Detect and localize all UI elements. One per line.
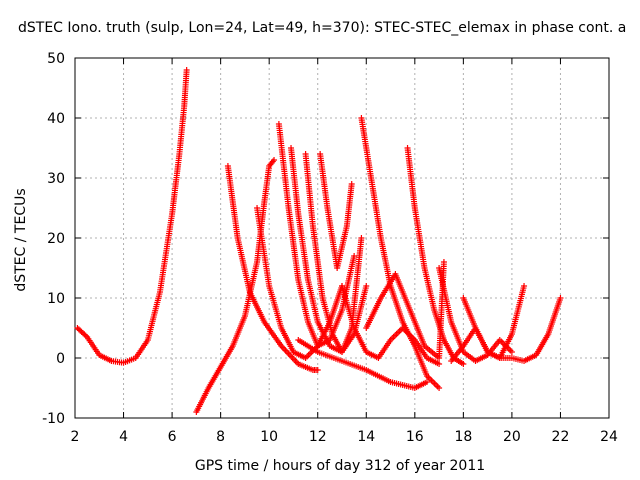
y-tick-label: -10 (42, 411, 65, 427)
x-tick-label: 12 (309, 429, 327, 445)
data-point (436, 361, 443, 367)
series-9 (295, 337, 430, 391)
data-point (363, 283, 370, 289)
series-10 (358, 115, 443, 391)
x-tick-label: 22 (552, 429, 570, 445)
y-tick-label: 50 (47, 51, 65, 67)
series-3 (224, 163, 321, 373)
series-11 (339, 283, 443, 367)
chart-title: dSTEC Iono. truth (sulp, Lon=24, Lat=49,… (18, 20, 627, 36)
data-point (423, 379, 430, 385)
data-point (557, 295, 564, 301)
y-tick-label: 40 (47, 111, 65, 127)
series-13 (363, 259, 447, 361)
x-tick-label: 18 (454, 429, 472, 445)
data-point (358, 235, 365, 241)
data-point (440, 259, 447, 265)
data-point (348, 181, 355, 187)
y-tick-label: 0 (56, 351, 65, 367)
data-series (74, 67, 564, 415)
data-point (314, 367, 321, 373)
series-6 (288, 145, 370, 355)
x-tick-label: 4 (119, 429, 128, 445)
x-tick-label: 16 (406, 429, 424, 445)
x-axis-label: GPS time / hours of day 312 of year 2011 (194, 458, 486, 474)
x-tick-label: 10 (260, 429, 278, 445)
data-point (351, 253, 358, 259)
x-tick-label: 6 (168, 429, 177, 445)
data-point (271, 157, 278, 163)
data-point (82, 332, 89, 339)
x-tick-label: 20 (503, 429, 521, 445)
data-point (521, 283, 528, 289)
x-tick-label: 8 (216, 429, 225, 445)
x-tick-label: 24 (600, 429, 618, 445)
series-8 (317, 151, 355, 271)
y-tick-label: 10 (47, 291, 65, 307)
x-tick-label: 14 (357, 429, 375, 445)
data-point (183, 67, 190, 73)
data-point (460, 361, 467, 367)
y-tick-label: 30 (47, 171, 65, 187)
series-16 (460, 295, 564, 364)
y-tick-label: 20 (47, 231, 65, 247)
x-tick-label: 2 (71, 429, 80, 445)
series-1 (74, 67, 190, 366)
series-2 (193, 157, 278, 415)
data-point (436, 385, 443, 391)
data-point (508, 349, 515, 355)
